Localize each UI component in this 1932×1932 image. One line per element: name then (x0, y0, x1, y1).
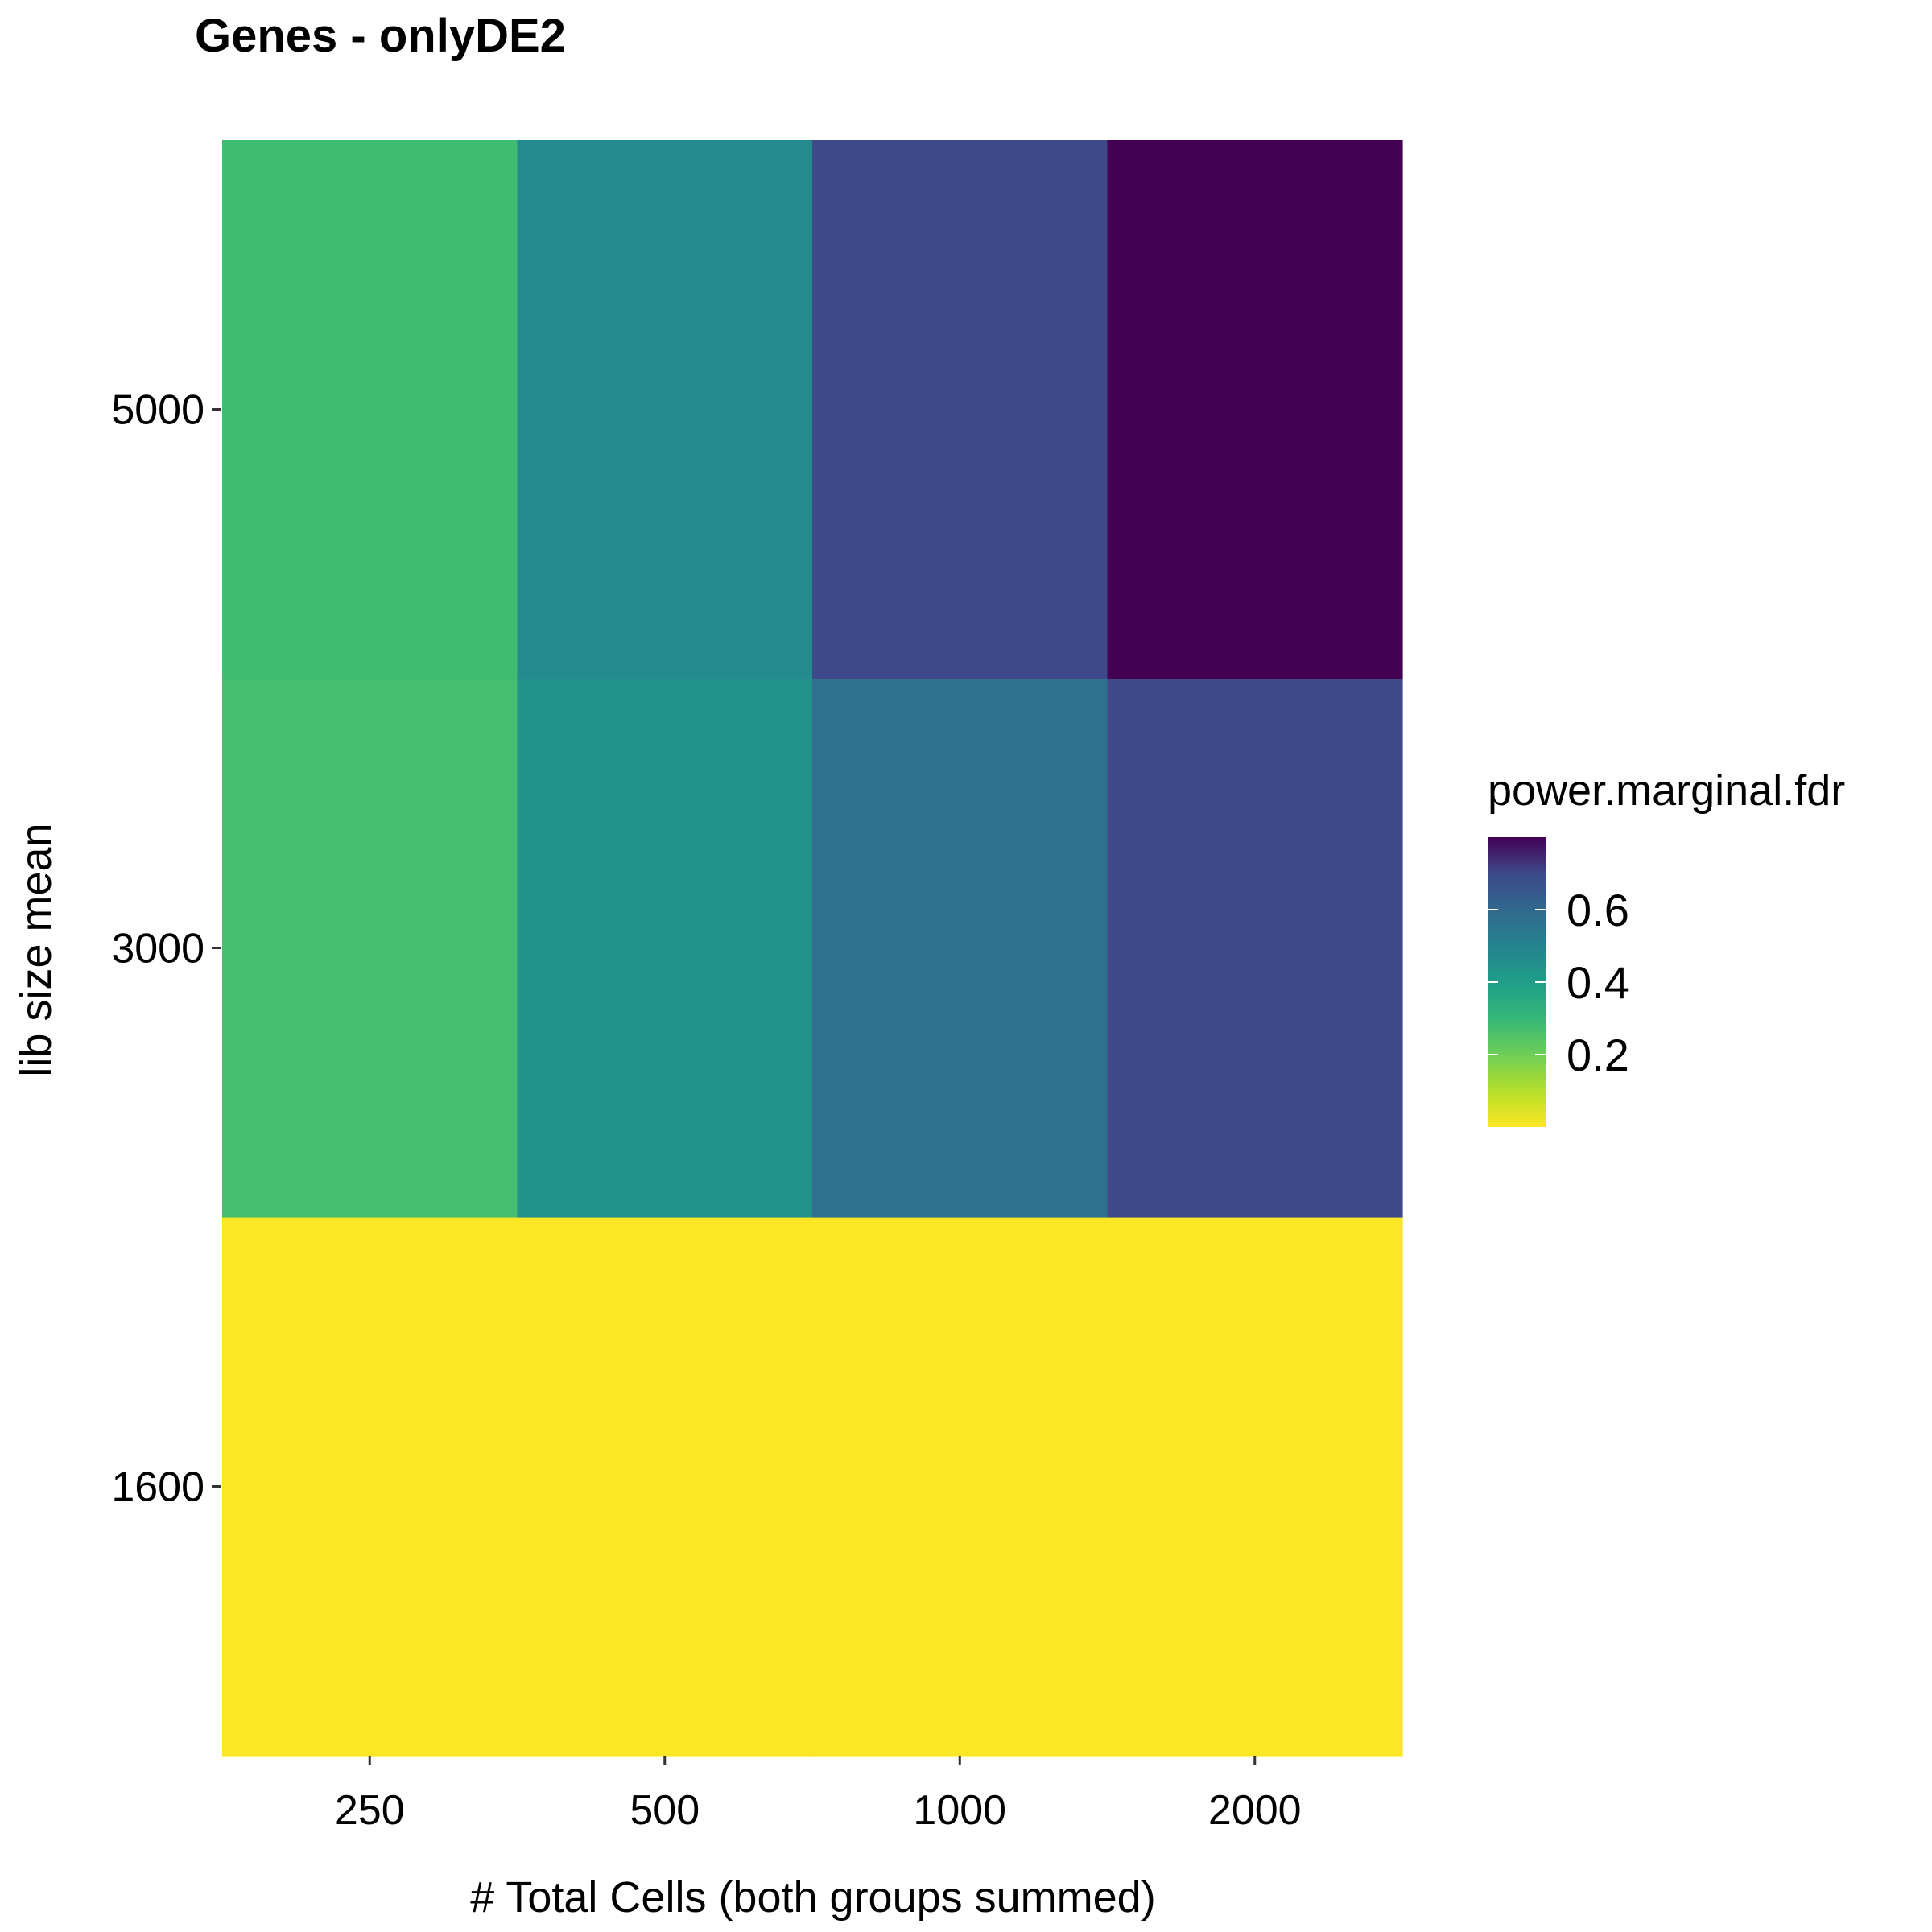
x-axis-title: # Total Cells (both groups summed) (470, 1873, 1155, 1922)
heatmap-cell-1000-5000 (812, 140, 1108, 679)
y-tick-label: 1600 (111, 1464, 204, 1511)
x-tick-label: 2000 (1208, 1787, 1302, 1834)
colorbar-tick-label: 0.4 (1567, 957, 1629, 1008)
heatmap-cell-2000-3000 (1107, 679, 1403, 1218)
heatmap-cell-500-1600 (517, 1217, 813, 1757)
y-tick-label: 5000 (111, 387, 204, 434)
x-tick-label: 250 (335, 1787, 405, 1834)
x-tick-label: 1000 (913, 1787, 1006, 1834)
colorbar-ticks: 0.2 0.4 0.6 (1488, 885, 1629, 1080)
colorbar-legend: power.marginal.fdr 0.2 0.4 0.6 (1488, 766, 1845, 1127)
heatmap-cell-500-5000 (517, 140, 813, 679)
heatmap-cell-500-3000 (517, 679, 813, 1218)
heatmap-cell-2000-5000 (1107, 140, 1403, 679)
y-tick-label: 3000 (111, 926, 204, 972)
legend-title: power.marginal.fdr (1488, 766, 1845, 815)
heatmap-cell-250-1600 (222, 1217, 518, 1757)
heatmap-cell-250-3000 (222, 679, 518, 1218)
heatmap-cell-250-5000 (222, 140, 518, 679)
heatmap-cell-1000-3000 (812, 679, 1108, 1218)
heatmap-cell-1000-1600 (812, 1217, 1108, 1757)
x-tick-label: 500 (630, 1787, 700, 1834)
colorbar-tick-label: 0.6 (1567, 885, 1629, 935)
x-axis: 250 500 1000 2000 (335, 1756, 1302, 1834)
heatmap-cell-2000-1600 (1107, 1217, 1403, 1757)
y-axis-title: lib size mean (12, 823, 60, 1076)
colorbar-tick-label: 0.2 (1567, 1030, 1629, 1080)
heatmap-cells (222, 140, 1403, 1757)
chart-title: Genes - onlyDE2 (195, 10, 566, 62)
y-axis: 1600 3000 5000 (111, 387, 221, 1511)
